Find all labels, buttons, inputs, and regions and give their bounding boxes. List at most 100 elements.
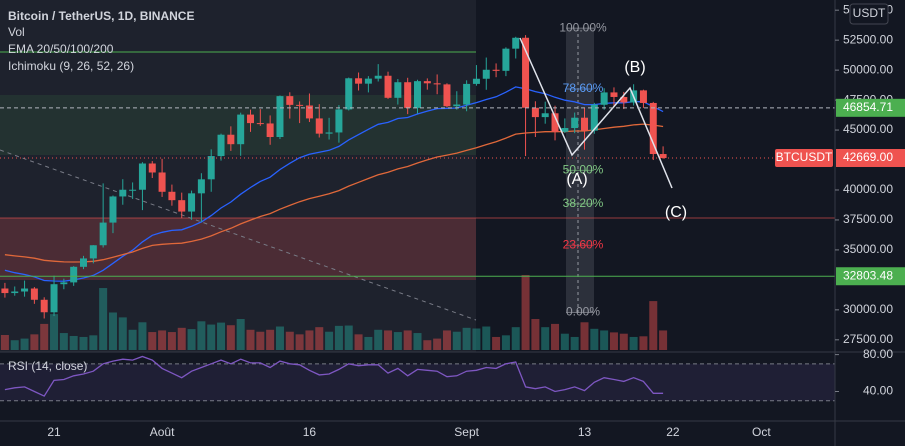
volume-bar — [531, 319, 540, 350]
volume-bar — [99, 288, 108, 350]
volume-bar — [275, 326, 284, 350]
symbol-box — [775, 148, 833, 167]
volume-bar — [629, 336, 638, 350]
y-tick-label: 27500.00 — [843, 332, 893, 346]
fib-label: 78.60% — [563, 81, 604, 95]
candle-body — [119, 189, 127, 197]
volume-bar — [59, 333, 68, 350]
rsi-tick-label: 80.00 — [863, 347, 893, 361]
candle-body — [384, 75, 392, 98]
volume-bar — [197, 321, 206, 350]
candle-body — [581, 117, 588, 131]
candle-body — [60, 282, 68, 285]
candle-body — [590, 104, 598, 131]
candle-body — [70, 266, 78, 283]
candle-body — [571, 117, 579, 129]
volume-bar — [344, 325, 353, 350]
candle-body — [21, 288, 29, 292]
rsi-label: RSI (14, close) — [8, 359, 87, 373]
price-line-box — [836, 267, 905, 286]
volume-bar — [511, 327, 520, 350]
volume-bar — [305, 330, 314, 350]
volume-bar — [580, 322, 589, 350]
volume-bar — [619, 333, 628, 350]
volume-bar — [236, 319, 245, 350]
zone-red — [0, 218, 476, 280]
volume-bar — [315, 327, 324, 350]
volume-bar — [600, 330, 609, 350]
volume-bar — [295, 334, 304, 350]
y-tick-label: 35000.00 — [843, 242, 893, 256]
wave-line — [519, 37, 673, 189]
volume-bar — [79, 336, 88, 350]
rsi-line — [4, 355, 664, 397]
volume-bar — [108, 312, 117, 350]
candle-body — [561, 128, 569, 132]
volume-bar — [20, 338, 29, 350]
candle-body — [600, 92, 608, 105]
volume-bar — [325, 331, 334, 350]
volume-bar — [177, 327, 186, 350]
candle-body — [482, 69, 490, 79]
volume-bar — [69, 335, 78, 350]
candle-body — [50, 284, 58, 313]
y-tick-label: 30000.00 — [843, 302, 893, 316]
volume-bar — [256, 331, 265, 350]
axis-layer: 27500.00 30000.00 35000.00 37500.00 40000.00… — [47, 2, 905, 439]
x-tick-label: Août — [150, 425, 175, 439]
volume-bar — [384, 330, 393, 350]
volume-bar — [609, 332, 618, 350]
volume-bar — [452, 331, 461, 350]
price-axis — [835, 0, 905, 446]
candle-body — [138, 163, 146, 190]
volume-bar — [659, 330, 668, 350]
volume-bar — [639, 336, 648, 350]
candle-body — [610, 92, 618, 97]
fib-label: 50.00% — [563, 162, 604, 176]
candle-body — [325, 132, 333, 134]
candle-body — [394, 82, 402, 98]
currency-label[interactable]: USDT — [853, 6, 886, 20]
volume-bar — [354, 334, 363, 350]
currency-button[interactable] — [849, 3, 889, 25]
ema-line — [4, 86, 664, 282]
fib-label: 23.60% — [563, 238, 604, 252]
volume-bar — [128, 329, 137, 350]
volume-bar — [226, 325, 235, 350]
candle-body — [276, 96, 284, 138]
volume-bar — [148, 332, 157, 350]
candle-body — [197, 179, 205, 194]
volume-bar — [590, 328, 599, 350]
volume-bar — [423, 340, 432, 350]
candle-body — [89, 245, 97, 259]
volume-bar — [187, 329, 196, 350]
candle-body — [522, 37, 530, 108]
candle-body — [80, 258, 87, 267]
volume-bar — [433, 338, 442, 350]
price-line-label: 46854.71 — [843, 100, 893, 114]
y-tick-label: 40000.00 — [843, 182, 893, 196]
candle-body — [247, 114, 254, 124]
candle-body — [531, 107, 539, 118]
candle-body — [305, 105, 313, 119]
x-tick-label: 22 — [666, 425, 680, 439]
candle-body — [11, 291, 19, 294]
candle-body — [30, 288, 38, 300]
x-tick-label: Oct — [752, 425, 771, 439]
volume-bar — [89, 335, 98, 350]
candle-body — [620, 96, 628, 103]
range-highlight — [0, 0, 476, 352]
candle-body — [433, 83, 441, 85]
candle-body — [541, 113, 549, 118]
candle-body — [129, 189, 137, 191]
candle-body — [472, 78, 480, 84]
rsi-tick-label: 40.00 — [863, 384, 893, 398]
candle-body — [463, 83, 471, 105]
fib-label: 100.00% — [559, 20, 607, 34]
price-line-label: 32803.48 — [843, 268, 893, 282]
indicator-label: Ichimoku (9, 26, 52, 26) — [8, 59, 134, 73]
symbol-label: BTCUSDT — [776, 150, 833, 164]
candle-body — [266, 123, 274, 138]
